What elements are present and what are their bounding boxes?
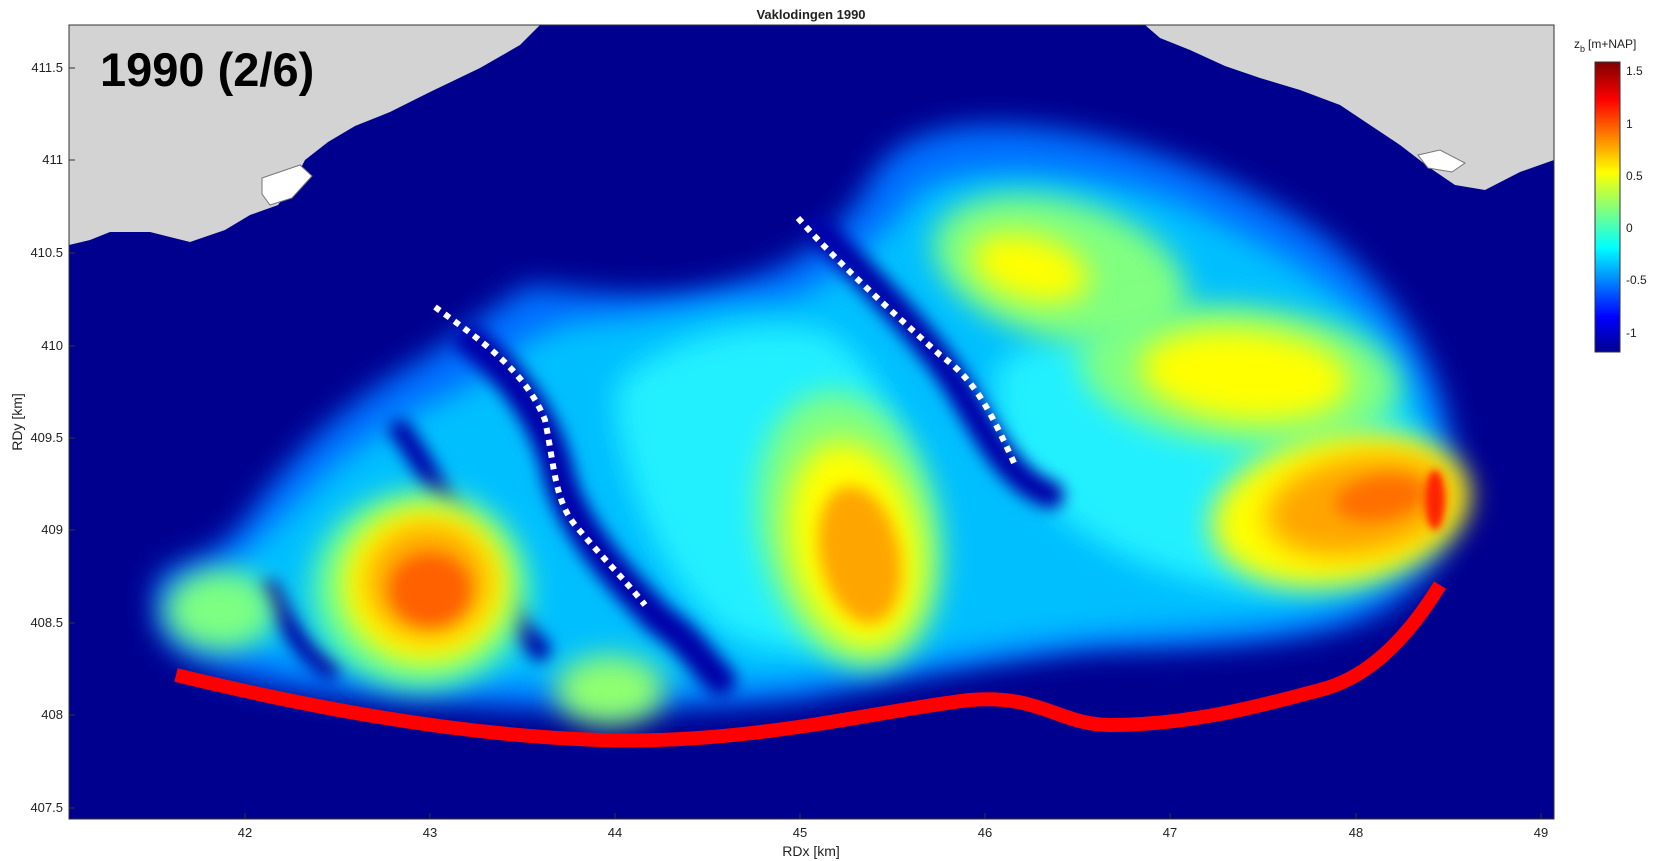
y-tick-label: 409.5 (30, 430, 63, 445)
channel-markers (433, 216, 1018, 607)
y-tick-label: 409 (41, 522, 63, 537)
x-axis: 42 43 44 45 46 47 48 49 (238, 813, 1548, 840)
x-axis-label: RDx [km] (782, 843, 840, 859)
colorbar-tick: -0.5 (1626, 273, 1647, 287)
y-tick-label: 408 (41, 707, 63, 722)
y-tick-label: 410.5 (30, 245, 63, 260)
x-tick-label: 48 (1349, 825, 1363, 840)
x-tick-label: 46 (978, 825, 992, 840)
red-boundary-line (174, 581, 1446, 748)
colorbar-label: zb [m+NAP] (1574, 37, 1636, 54)
colorbar: zb [m+NAP] 1.5 1 0.5 0 -0.5 -1 (1574, 37, 1647, 353)
plot-frame (68, 24, 1555, 820)
y-tick-label: 407.5 (30, 800, 63, 815)
colorbar-tick: 1 (1626, 117, 1633, 131)
x-tick-label: 45 (793, 825, 807, 840)
colorbar-tick: 0.5 (1626, 169, 1643, 183)
land-right (1145, 25, 1554, 190)
x-tick-label: 47 (1163, 825, 1177, 840)
colorbar-tick: 0 (1626, 221, 1633, 235)
x-tick-label: 42 (238, 825, 252, 840)
colorbar-scale (1594, 61, 1621, 353)
channel-marker-left (433, 304, 648, 607)
harbour-right (1417, 149, 1466, 173)
land-left (69, 25, 540, 245)
y-tick-label: 411.5 (31, 60, 63, 75)
y-tick-label: 411 (42, 152, 63, 167)
map-plot (69, 25, 1554, 819)
x-tick-label: 49 (1534, 825, 1548, 840)
channel-marker-right (795, 216, 1018, 467)
y-tick-label: 410 (41, 338, 63, 353)
y-axis-label: RDy [km] (9, 393, 25, 451)
bars (165, 194, 1469, 725)
overlay-label: 1990 (2/6) (100, 43, 314, 96)
y-tick-label: 408.5 (30, 615, 63, 630)
colorbar-tick: -1 (1626, 326, 1637, 340)
y-axis: 411.5 411 410.5 410 409.5 409 408.5 408 … (30, 60, 75, 815)
x-tick-label: 43 (423, 825, 437, 840)
x-tick-label: 44 (608, 825, 622, 840)
colorbar-tick: 1.5 (1626, 64, 1643, 78)
harbour-left (261, 164, 313, 206)
chart-title: Vaklodingen 1990 (756, 7, 865, 22)
